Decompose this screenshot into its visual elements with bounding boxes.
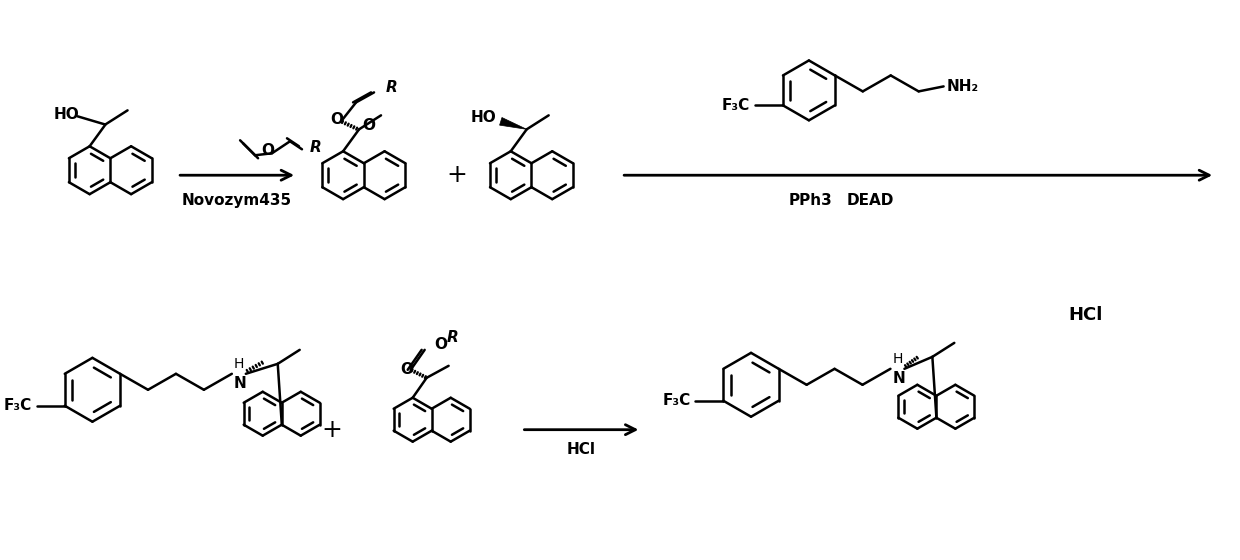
Text: Novozym435: Novozym435 bbox=[182, 193, 293, 208]
Text: H: H bbox=[893, 352, 903, 366]
Text: N: N bbox=[234, 376, 247, 391]
Text: HCl: HCl bbox=[567, 442, 596, 457]
Text: +: + bbox=[446, 163, 467, 187]
Text: O: O bbox=[401, 362, 413, 377]
Text: HO: HO bbox=[471, 110, 497, 125]
Text: DEAD: DEAD bbox=[847, 193, 894, 208]
Text: R: R bbox=[310, 140, 321, 155]
Text: HO: HO bbox=[53, 107, 79, 122]
Polygon shape bbox=[500, 118, 527, 129]
Text: PPh3: PPh3 bbox=[789, 193, 833, 208]
Text: F₃C: F₃C bbox=[662, 393, 691, 408]
Text: H: H bbox=[234, 357, 244, 371]
Text: F₃C: F₃C bbox=[4, 398, 32, 413]
Text: NH₂: NH₂ bbox=[946, 79, 978, 94]
Text: O: O bbox=[435, 337, 448, 352]
Text: HCl: HCl bbox=[1068, 306, 1102, 324]
Text: +: + bbox=[321, 418, 342, 442]
Text: O: O bbox=[262, 143, 274, 158]
Text: R: R bbox=[386, 80, 398, 95]
Text: O: O bbox=[331, 112, 343, 127]
Text: F₃C: F₃C bbox=[722, 98, 750, 113]
Text: N: N bbox=[893, 371, 905, 386]
Text: R: R bbox=[446, 330, 459, 346]
Text: O: O bbox=[362, 118, 374, 133]
